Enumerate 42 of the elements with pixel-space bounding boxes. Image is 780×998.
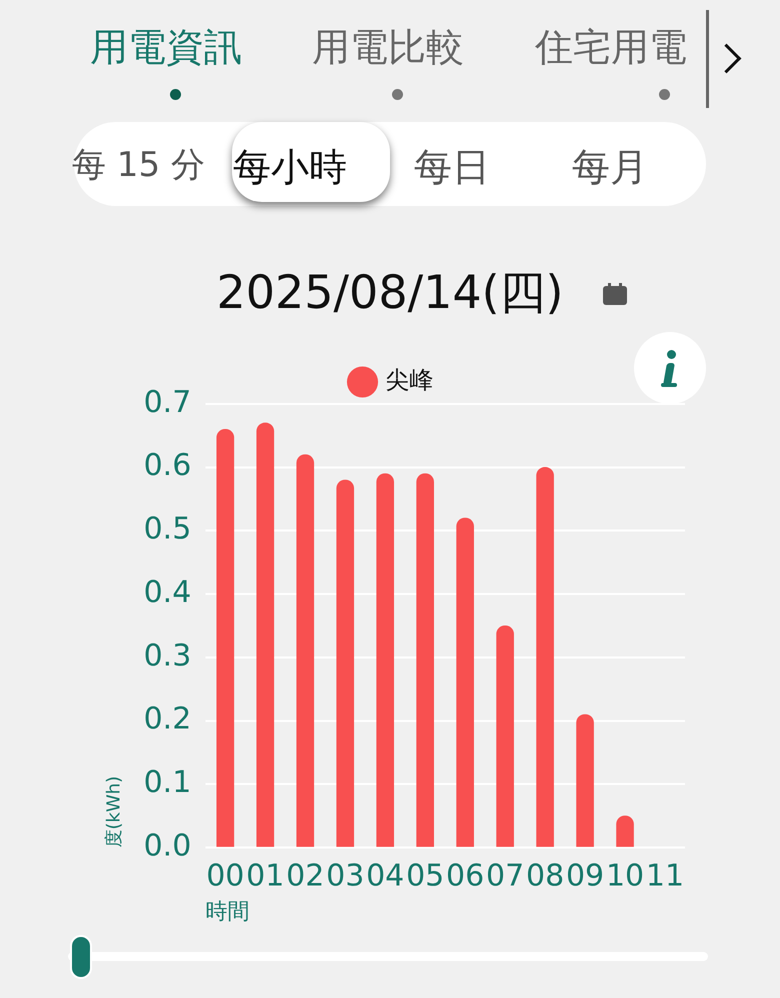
y-tick-label: 0.7 <box>144 384 192 420</box>
text: 用電資訊 <box>90 24 242 71</box>
text: 每小時 <box>233 144 347 191</box>
y-tick-label: 0.6 <box>144 448 192 484</box>
bar <box>256 422 274 847</box>
x-tick-label: 10 <box>606 858 644 894</box>
text: 用電比較 <box>312 24 464 71</box>
x-tick-label: 00 <box>206 858 244 894</box>
x-axis-title: 時間 <box>205 900 250 925</box>
bar <box>296 454 314 847</box>
y-tick-label: 0.3 <box>144 638 192 674</box>
y-tick-label: 0.5 <box>144 512 192 547</box>
y-axis-title: 度(kWh) <box>103 776 124 848</box>
bar <box>576 714 594 847</box>
x-tick-label: 09 <box>566 858 604 894</box>
text: 每月 <box>572 144 648 191</box>
bar <box>336 480 354 847</box>
text: 每日 <box>414 144 490 191</box>
bar <box>216 429 234 847</box>
bar <box>496 625 514 847</box>
chart-title: 2025/08/14(四) <box>215 264 565 321</box>
bar <box>456 518 474 847</box>
y-tick-label: 0.4 <box>144 574 192 610</box>
legend-label: 尖峰 <box>386 366 434 394</box>
bar <box>616 816 634 847</box>
x-tick-label: 02 <box>286 858 324 894</box>
y-tick-label: 0.1 <box>144 765 192 800</box>
y-tick-label: 0.0 <box>144 828 192 864</box>
bar <box>536 467 554 847</box>
x-tick-label: 04 <box>366 858 404 894</box>
x-tick-label: 11 <box>646 858 684 894</box>
y-tick-label: 0.2 <box>144 702 192 737</box>
text: 每 15 分 <box>72 144 205 187</box>
x-tick-label: 07 <box>486 858 524 894</box>
bar <box>416 473 434 847</box>
x-tick-label: 01 <box>246 858 284 894</box>
text: 住宅用電 <box>535 24 687 71</box>
x-tick-label: 03 <box>326 858 364 894</box>
x-tick-label: 05 <box>406 858 444 894</box>
bar <box>376 473 394 847</box>
x-tick-label: 08 <box>526 858 564 894</box>
x-tick-label: 06 <box>446 858 484 894</box>
